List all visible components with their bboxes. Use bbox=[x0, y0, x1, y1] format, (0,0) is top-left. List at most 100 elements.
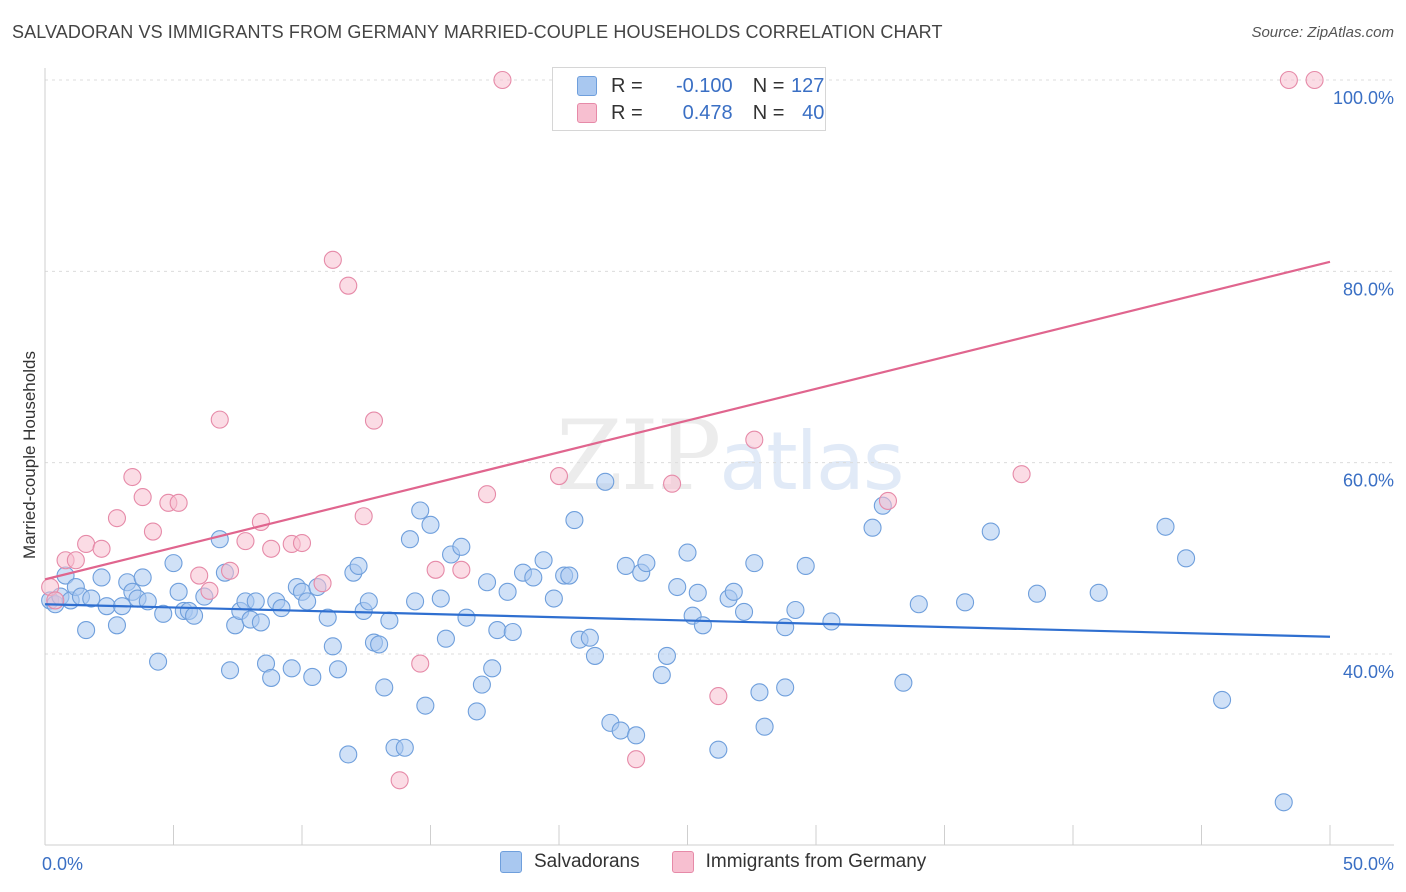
salvadorans-point bbox=[498, 582, 517, 601]
germany-point bbox=[663, 474, 682, 493]
salvadorans-point bbox=[169, 582, 188, 601]
salvadorans-point bbox=[709, 740, 728, 759]
legend-n-value: 40 bbox=[802, 101, 825, 124]
salvadorans-point bbox=[303, 667, 322, 687]
salvadorans-point bbox=[457, 608, 476, 627]
salvadorans-point bbox=[776, 678, 795, 697]
salvadorans-point bbox=[359, 592, 378, 611]
salvadorans-point bbox=[406, 592, 425, 611]
chart-title: SALVADORAN VS IMMIGRANTS FROM GERMANY MA… bbox=[12, 22, 943, 42]
germany-point bbox=[1279, 70, 1298, 90]
germany-point bbox=[364, 411, 384, 430]
salvadorans-point bbox=[349, 556, 368, 576]
legend-row-salvadorans: R = -0.100 N = 127 bbox=[577, 73, 824, 99]
salvadorans-point bbox=[565, 511, 584, 530]
germany-point bbox=[878, 491, 898, 510]
salvadorans-point bbox=[596, 472, 615, 491]
salvadorans-point bbox=[755, 717, 774, 736]
salvadorans-point bbox=[220, 661, 240, 680]
salvadorans-point bbox=[246, 592, 265, 611]
germany-point bbox=[292, 533, 312, 553]
salvadorans-point bbox=[776, 618, 795, 637]
salvadorans-point bbox=[164, 554, 183, 573]
salvadorans-point bbox=[282, 659, 301, 678]
salvadorans-point bbox=[107, 616, 127, 635]
salvadorans-point bbox=[822, 612, 841, 631]
bottom-legend-swatch-germany bbox=[671, 851, 694, 873]
salvadorans-point bbox=[483, 659, 502, 678]
y-tick-label: 100.0% bbox=[1333, 88, 1394, 108]
salvadorans-point bbox=[678, 543, 697, 562]
salvadorans-point bbox=[77, 621, 96, 640]
y-tick-label: 60.0% bbox=[1343, 471, 1394, 491]
germany-point bbox=[549, 467, 569, 486]
salvadorans-point bbox=[328, 660, 348, 679]
salvadorans-point bbox=[580, 628, 599, 647]
bottom-legend-label: Immigrants from Germany bbox=[705, 851, 927, 872]
germany-point bbox=[426, 560, 445, 579]
salvadorans-point bbox=[488, 621, 507, 640]
salvadorans-point bbox=[585, 646, 605, 665]
legend-n-label: N = bbox=[752, 74, 785, 97]
legend-r-value: -0.100 bbox=[675, 74, 733, 97]
salvadorans-point bbox=[1177, 549, 1196, 568]
salvadorans-point bbox=[262, 668, 281, 687]
germany-point bbox=[354, 507, 373, 526]
salvadorans-point bbox=[724, 582, 743, 601]
salvadorans-point bbox=[149, 652, 168, 671]
legend-swatch-germany bbox=[577, 103, 597, 123]
salvadorans-point bbox=[688, 583, 707, 602]
bottom-legend-germany: Immigrants from Germany bbox=[671, 851, 927, 873]
salvadorans-point bbox=[524, 568, 543, 587]
salvadorans-point bbox=[734, 602, 754, 621]
germany-point bbox=[107, 509, 127, 528]
germany-point bbox=[452, 560, 471, 579]
germany-point bbox=[77, 534, 96, 554]
salvadorans-point bbox=[534, 551, 553, 570]
germany-point bbox=[46, 591, 65, 610]
x-tick-label: 50.0% bbox=[1343, 854, 1394, 874]
salvadorans-point bbox=[894, 673, 913, 692]
germany-point bbox=[627, 750, 646, 769]
salvadorans-point bbox=[693, 616, 712, 635]
salvadorans-point bbox=[560, 566, 579, 585]
bottom-legend: Salvadorans Immigrants from Germany bbox=[500, 851, 958, 873]
salvadorans-point bbox=[1213, 690, 1232, 709]
salvadorans-point bbox=[652, 665, 671, 685]
y-tick-label: 80.0% bbox=[1343, 279, 1394, 299]
germany-point bbox=[123, 467, 142, 487]
salvadorans-point bbox=[745, 554, 764, 573]
salvadorans-point bbox=[611, 721, 630, 740]
salvadorans-point bbox=[1156, 517, 1175, 536]
germany-point bbox=[1012, 465, 1031, 484]
salvadorans-point bbox=[436, 629, 455, 648]
germany-point bbox=[323, 250, 342, 269]
x-tick-label: 0.0% bbox=[42, 854, 83, 874]
salvadorans-point bbox=[786, 600, 805, 620]
germany-point bbox=[169, 493, 188, 512]
salvadorans-point bbox=[251, 613, 270, 632]
watermark-atlas: atlas bbox=[719, 415, 904, 508]
bottom-legend-label: Salvadorans bbox=[534, 851, 640, 872]
salvadorans-point bbox=[472, 675, 491, 694]
salvadorans-point bbox=[796, 556, 815, 576]
salvadorans-point bbox=[627, 726, 646, 745]
germany-point bbox=[133, 488, 152, 507]
salvadorans-point bbox=[92, 568, 111, 587]
germany-point bbox=[339, 276, 358, 295]
salvadorans-point bbox=[210, 530, 229, 549]
salvadorans-point bbox=[154, 604, 173, 623]
germany-point bbox=[92, 539, 111, 558]
germany-point bbox=[236, 532, 255, 551]
germany-point bbox=[200, 581, 219, 600]
salvadorans-point bbox=[544, 589, 563, 608]
legend-row-germany: R = 0.478 N = 40 bbox=[577, 100, 824, 126]
salvadorans-point bbox=[416, 696, 435, 715]
salvadorans-point bbox=[637, 554, 656, 573]
germany-trend-line bbox=[44, 260, 1331, 581]
legend-n-label: N = bbox=[752, 101, 785, 124]
germany-point bbox=[390, 771, 409, 790]
y-tick-label: 40.0% bbox=[1343, 662, 1394, 682]
salvadorans-point bbox=[185, 606, 204, 625]
